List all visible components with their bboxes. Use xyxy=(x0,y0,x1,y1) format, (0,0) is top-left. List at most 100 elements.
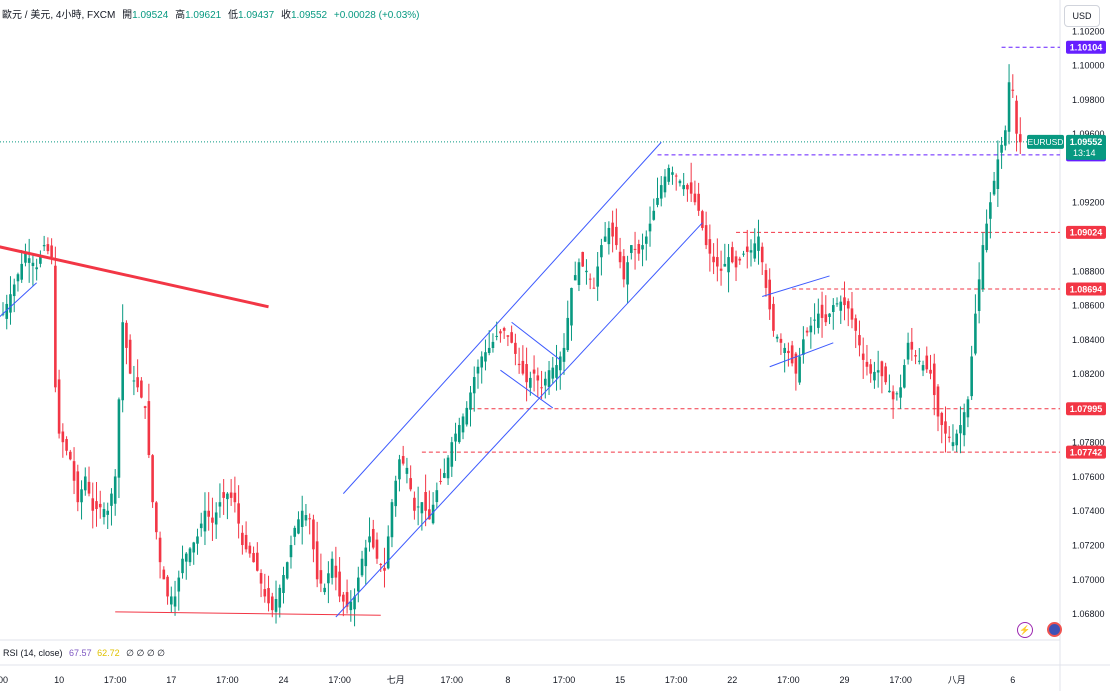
x-tick-label: 17:00 xyxy=(441,675,464,685)
candle-body xyxy=(592,287,596,289)
candle-body xyxy=(256,552,259,571)
candle-body xyxy=(794,353,798,374)
candle-body xyxy=(944,421,947,434)
candle-body xyxy=(379,564,383,566)
candle-body xyxy=(738,258,742,261)
candle-body xyxy=(330,558,334,578)
candle-body xyxy=(1018,134,1022,143)
candle-body xyxy=(181,558,184,574)
candle-body xyxy=(686,184,689,190)
candle-body xyxy=(233,492,237,503)
trendline xyxy=(0,282,37,318)
candle-body xyxy=(121,322,124,401)
candle-body xyxy=(1007,82,1011,132)
y-tick-label: 1.07200 xyxy=(1072,541,1105,551)
candle-body xyxy=(951,442,955,447)
candle-body xyxy=(237,503,240,524)
globe-icon[interactable] xyxy=(1047,622,1062,637)
candle-body xyxy=(626,262,629,285)
candle-body xyxy=(69,451,72,460)
y-tick-label: 1.08600 xyxy=(1072,301,1105,311)
y-tick-label: 1.10200 xyxy=(1072,26,1105,36)
close-label: 收 xyxy=(280,10,291,21)
candle-body xyxy=(884,366,887,383)
y-tick-label: 1.10000 xyxy=(1072,61,1105,71)
candle-body xyxy=(659,185,663,199)
candle-body xyxy=(764,270,768,288)
candle-body xyxy=(932,363,936,396)
candle-body xyxy=(177,577,181,592)
candle-body xyxy=(371,528,375,548)
candle-body xyxy=(24,253,27,263)
candle-body xyxy=(398,459,401,480)
y-tick-label: 1.07000 xyxy=(1072,575,1105,585)
candle-body xyxy=(259,573,263,584)
candle-body xyxy=(487,347,491,354)
candle-body xyxy=(947,436,951,438)
symbol-title[interactable]: 歐元 / 美元, 4小時, FXCM xyxy=(2,10,116,21)
lightning-icon[interactable]: ⚡ xyxy=(1017,622,1033,638)
candle-body xyxy=(693,193,697,203)
candle-body xyxy=(648,223,652,232)
candle-body xyxy=(450,442,454,467)
candle-body xyxy=(1011,89,1015,91)
candle-body xyxy=(54,265,57,388)
candle-body xyxy=(35,267,38,270)
candle-body xyxy=(125,322,128,348)
trendline xyxy=(342,141,662,494)
rsi-legend[interactable]: RSI (14, close) 67.57 62.72 ∅ ∅ ∅ ∅ xyxy=(3,648,165,659)
y-tick-label: 1.08200 xyxy=(1072,369,1105,379)
open-label: 開 xyxy=(122,10,133,21)
candle-body xyxy=(858,335,861,346)
candle-body xyxy=(95,501,98,510)
currency-button[interactable]: USD xyxy=(1064,5,1100,27)
candle-body xyxy=(510,332,513,343)
x-tick-label: 22 xyxy=(727,675,737,685)
candle-body xyxy=(656,197,659,205)
candle-body xyxy=(110,493,113,506)
y-tick-label: 1.07600 xyxy=(1072,472,1105,482)
candle-body xyxy=(214,512,218,525)
candle-body xyxy=(409,478,412,490)
candle-body xyxy=(809,325,813,333)
candle-body xyxy=(555,365,558,378)
candle-body xyxy=(368,536,371,543)
candle-body xyxy=(270,596,274,611)
candle-body xyxy=(802,339,805,355)
level-price-tag xyxy=(1066,445,1106,459)
candle-body xyxy=(667,167,671,182)
candle-body xyxy=(779,338,783,343)
candle-body xyxy=(184,553,188,562)
candle-body xyxy=(278,587,282,608)
candle-body xyxy=(839,301,843,311)
candle-body xyxy=(457,425,461,443)
candle-body xyxy=(970,356,973,397)
change-value: +0.00028 (+0.03%) xyxy=(333,10,420,21)
level-price-tag xyxy=(1066,282,1106,296)
close-value: 1.09552 xyxy=(290,10,328,21)
candle-body xyxy=(293,527,297,537)
trendline xyxy=(769,342,834,368)
candle-body xyxy=(521,360,525,374)
candle-body xyxy=(611,222,614,237)
x-tick-label: 七月 xyxy=(387,675,405,685)
low-label: 低 xyxy=(228,10,238,21)
candle-body xyxy=(9,294,12,313)
candle-body xyxy=(166,576,169,597)
candle-body xyxy=(727,257,730,273)
candle-body xyxy=(1015,100,1018,134)
candle-body xyxy=(633,248,637,250)
countdown-text: 13:14 xyxy=(1073,148,1096,158)
candle-body xyxy=(267,588,270,604)
candle-body xyxy=(170,596,173,605)
candle-body xyxy=(637,244,641,254)
candle-body xyxy=(147,401,151,456)
level-price-tag xyxy=(1066,40,1106,54)
candle-body xyxy=(977,279,981,312)
rsi-extra-values: ∅ ∅ ∅ ∅ xyxy=(126,648,166,658)
candle-body xyxy=(630,245,633,253)
candle-body xyxy=(241,532,244,546)
candle-body xyxy=(805,330,809,333)
candle-body xyxy=(207,510,210,517)
